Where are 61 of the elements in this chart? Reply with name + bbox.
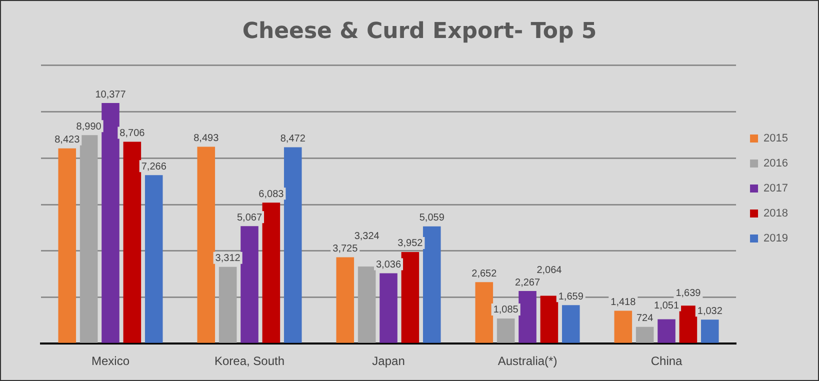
bar (636, 326, 654, 343)
data-label: 1,085 (493, 304, 519, 316)
bar (614, 310, 632, 343)
data-label: 3,036 (376, 259, 402, 270)
legend-label: 2019 (764, 232, 788, 245)
bar (380, 273, 398, 343)
data-label: 3,312 (215, 253, 241, 264)
data-label: 8,423 (54, 134, 80, 146)
chart-title: Cheese & Curd Export- Top 5 (242, 18, 597, 44)
legend-label: 2018 (764, 208, 788, 220)
data-label: 5,059 (419, 212, 445, 224)
bar (58, 148, 76, 343)
data-label: 5,067 (236, 212, 262, 224)
bar (658, 319, 676, 343)
bar (284, 147, 302, 343)
bar (422, 226, 441, 343)
bar (102, 103, 120, 343)
data-label: 3,324 (354, 230, 380, 242)
bar (540, 296, 558, 343)
data-label: 1,032 (697, 306, 723, 317)
bar (701, 320, 719, 343)
data-label: 3,952 (398, 238, 424, 250)
data-label: 2,652 (472, 268, 498, 280)
bar (562, 305, 580, 343)
data-label: 7,266 (141, 161, 167, 172)
data-label: 1,051 (654, 300, 680, 312)
data-label: 8,472 (280, 133, 306, 144)
legend-label: 2017 (764, 182, 788, 195)
x-tick-label: Korea, South (214, 354, 285, 368)
legend-label: 2015 (764, 132, 788, 145)
bar (336, 257, 354, 343)
bar (679, 306, 698, 343)
bar (80, 135, 98, 343)
bar (218, 266, 237, 343)
x-tick-label: China (650, 354, 683, 368)
data-label: 8,706 (120, 128, 146, 140)
data-label: 8,990 (76, 121, 102, 132)
x-tick-label: Australia(*) (498, 354, 558, 368)
bar (475, 282, 494, 343)
data-label: 2,267 (515, 277, 540, 288)
bar (358, 266, 376, 343)
bar (240, 226, 258, 343)
data-label: 2,064 (536, 265, 562, 276)
data-label: 1,659 (558, 291, 584, 302)
bar (144, 175, 163, 343)
data-label: 3,725 (332, 243, 358, 254)
data-label: 1,639 (676, 288, 702, 299)
data-label: 724 (636, 313, 654, 324)
data-label: 1,418 (610, 296, 636, 308)
legend-label: 2016 (764, 158, 788, 170)
x-tick-label: Mexico (91, 354, 130, 368)
data-label: 10,377 (95, 89, 126, 100)
bar (123, 142, 142, 343)
bar (401, 252, 420, 343)
bar (197, 146, 216, 343)
data-label: 6,083 (258, 188, 284, 200)
bar (518, 291, 536, 343)
bar (262, 202, 280, 343)
data-label: 8,493 (194, 132, 220, 144)
x-tick-label: Japan (372, 354, 405, 368)
bar (496, 318, 515, 343)
